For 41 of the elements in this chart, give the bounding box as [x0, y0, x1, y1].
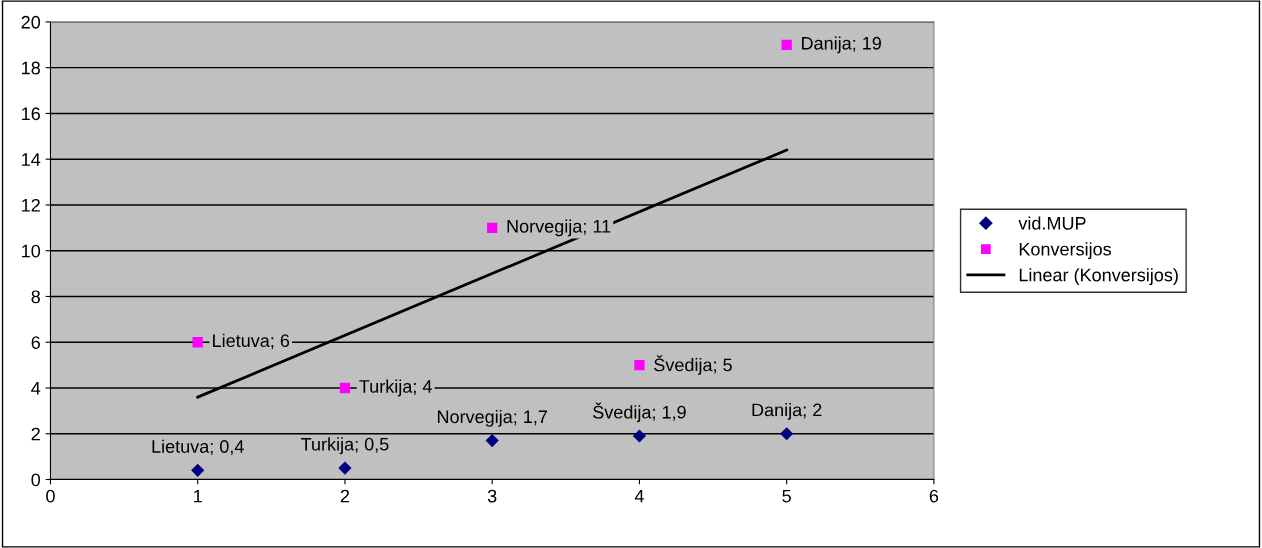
data-label: Danija; 19 — [802, 36, 881, 54]
point — [338, 461, 352, 475]
y-tick-label: 20 — [21, 15, 41, 29]
point — [632, 429, 646, 443]
x-tick-label: 2 — [340, 489, 350, 503]
data-label: Danija; 2 — [752, 403, 822, 420]
y-tick-label: 6 — [31, 336, 40, 349]
data-label: Lietuva; 6 — [213, 333, 290, 350]
legend-label: vid.MUP — [1018, 216, 1086, 230]
y-tick-label: 18 — [22, 61, 40, 75]
data-label: Švedija; 1,9 — [593, 402, 686, 423]
y-tick-label: 8 — [31, 290, 40, 304]
x-tick-label: 4 — [634, 489, 644, 503]
point — [487, 222, 498, 233]
y-tick-label: 16 — [22, 107, 40, 121]
point — [339, 382, 351, 394]
y-tick-label: 12 — [22, 198, 40, 212]
x-tick-label: 5 — [782, 489, 791, 503]
y-tick-label: 2 — [31, 427, 40, 441]
point — [191, 463, 205, 477]
point — [781, 39, 792, 50]
legend-label: Linear (Konversijos) — [1019, 268, 1178, 285]
y-tick-label: 0 — [31, 473, 41, 487]
point — [780, 427, 794, 441]
data-label: Švedija; 5 — [654, 355, 732, 375]
data-label: Turkija; 0,5 — [301, 437, 389, 455]
point — [192, 337, 203, 348]
y-tick-label: 10 — [22, 244, 41, 258]
x-tick-label: 6 — [929, 489, 939, 503]
data-label: Lietuva; 0,4 — [152, 439, 244, 456]
data-label: Norvegija; 11 — [507, 219, 611, 237]
legend-label: Konversijos — [1019, 242, 1112, 260]
x-tick-label: 3 — [487, 489, 497, 503]
data-label: Turkija; 4 — [359, 379, 432, 397]
point — [485, 434, 499, 448]
y-tick-label: 14 — [22, 153, 41, 166]
point — [634, 359, 645, 371]
x-tick-label: 1 — [194, 489, 202, 503]
data-label: Norvegija; 1,7 — [437, 409, 547, 427]
x-tick-label: 0 — [46, 489, 55, 503]
y-tick-label: 4 — [31, 382, 41, 395]
